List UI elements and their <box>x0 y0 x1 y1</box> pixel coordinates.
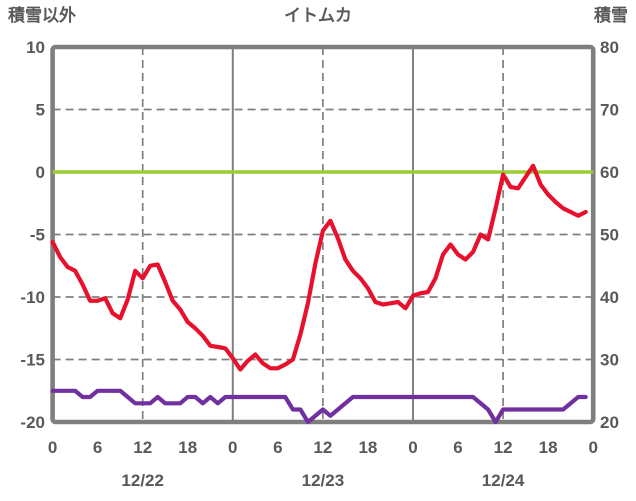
right-axis-title: 積雪 <box>594 5 628 25</box>
left-axis-title: 積雪以外 <box>8 5 76 25</box>
right-tick-label: 50 <box>600 226 619 245</box>
right-tick-label: 30 <box>600 351 619 370</box>
date-label: 12/23 <box>302 471 345 490</box>
hour-tick-label: 18 <box>358 438 377 457</box>
hour-tick-label: 18 <box>178 438 197 457</box>
left-tick-label: 5 <box>36 101 45 120</box>
hour-tick-label: 0 <box>228 438 237 457</box>
series-line-red <box>50 163 588 372</box>
left-tick-label: -10 <box>20 288 45 307</box>
right-tick-label: 40 <box>600 288 619 307</box>
right-tick-label: 20 <box>600 413 619 432</box>
right-tick-label: 80 <box>600 38 619 57</box>
right-tick-label: 70 <box>600 101 619 120</box>
hour-tick-label: 6 <box>93 438 102 457</box>
chart-title: イトムカ <box>284 6 352 25</box>
series-line-purple <box>50 388 588 425</box>
left-tick-label: -15 <box>20 351 45 370</box>
hour-tick-label: 0 <box>48 438 57 457</box>
date-label: 12/24 <box>482 471 525 490</box>
hour-tick-label: 12 <box>313 438 332 457</box>
hour-tick-label: 12 <box>133 438 152 457</box>
left-tick-label: -20 <box>20 413 45 432</box>
plot-border <box>50 44 596 425</box>
hour-tick-label: 12 <box>494 438 513 457</box>
hour-tick-label: 0 <box>588 438 597 457</box>
left-tick-label: -5 <box>30 226 45 245</box>
left-tick-label: 10 <box>26 38 45 57</box>
hour-tick-label: 6 <box>273 438 282 457</box>
date-label: 12/22 <box>121 471 164 490</box>
right-tick-label: 60 <box>600 163 619 182</box>
hour-tick-label: 18 <box>539 438 558 457</box>
series-lines <box>50 163 594 425</box>
hour-tick-label: 6 <box>453 438 462 457</box>
hour-tick-label: 0 <box>408 438 417 457</box>
left-tick-label: 0 <box>36 163 45 182</box>
